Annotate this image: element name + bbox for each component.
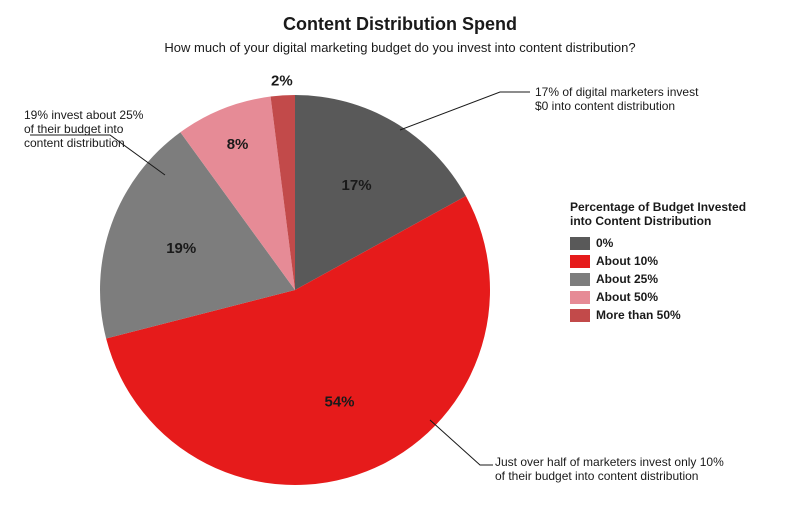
pie-chart: 17% 54% 19% 8% 2% — [0, 0, 800, 531]
legend-item-3: About 50% — [570, 290, 658, 304]
legend-item-0: 0% — [570, 236, 613, 250]
callout-text-zero: 17% of digital marketers invest $0 into … — [535, 85, 698, 113]
legend-label: About 25% — [596, 272, 658, 286]
callout-leader-about10 — [430, 420, 493, 465]
legend-item-4: More than 50% — [570, 308, 681, 322]
callout-leader-zero — [400, 92, 530, 130]
legend-item-2: About 25% — [570, 272, 658, 286]
legend-title: Percentage of Budget Invested into Conte… — [570, 200, 746, 228]
legend-label: More than 50% — [596, 308, 681, 322]
legend-swatch — [570, 273, 590, 286]
pie-slice-label-about50: 8% — [227, 136, 249, 153]
legend-swatch — [570, 309, 590, 322]
legend-label: 0% — [596, 236, 613, 250]
pie-slice-label-zero: 17% — [342, 177, 372, 194]
legend-swatch — [570, 237, 590, 250]
pie-slice-label-about25: 19% — [166, 240, 196, 257]
callout-text-about10: Just over half of marketers invest only … — [495, 455, 724, 483]
pie-slice-label-more50: 2% — [271, 72, 293, 89]
legend-label: About 50% — [596, 290, 658, 304]
legend-swatch — [570, 291, 590, 304]
legend-item-1: About 10% — [570, 254, 658, 268]
legend-label: About 10% — [596, 254, 658, 268]
legend-swatch — [570, 255, 590, 268]
callout-text-about25: 19% invest about 25% of their budget int… — [24, 108, 143, 150]
pie-slice-label-about10: 54% — [324, 393, 354, 410]
